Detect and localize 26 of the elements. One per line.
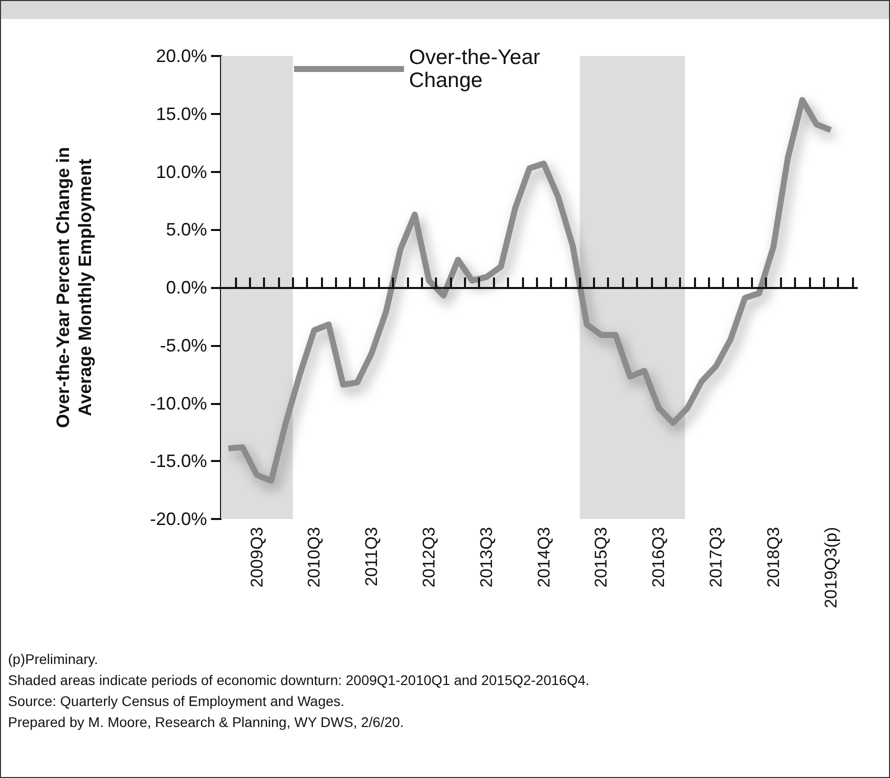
y-tick-label: -5.0% — [160, 335, 207, 356]
x-tick-label: 2019Q3(p) — [821, 527, 840, 608]
x-tick-label: 2009Q3 — [247, 527, 266, 588]
text: (p)Preliminary. — [8, 650, 99, 669]
y-tick-label: 10.0% — [156, 162, 207, 182]
x-tick-label: 2013Q3 — [476, 527, 496, 588]
y-axis-title: Over-the-Year Percent Change in Average Monthly Employment — [53, 146, 95, 428]
y-tick-label: -10.0% — [150, 393, 207, 414]
y-tick-label: 15.0% — [156, 104, 207, 124]
y-tick-label: 5.0% — [166, 220, 207, 240]
x-tick-label: 2011Q3 — [362, 527, 382, 586]
y-tick-label: -15.0% — [150, 451, 207, 472]
text: Shaded areas indicate periods of economic downturn: 2009Q1-2010Q1 and 2015Q2-2016Q4. — [8, 671, 590, 690]
text: Over-the-Year Change — [409, 46, 546, 92]
x-tick-label: 2010Q3 — [304, 527, 324, 588]
y-tick-label: 0.0% — [166, 278, 207, 298]
text: Prepared by M. Moore, Research & Planning, WY DWS, 2/6/20. — [8, 713, 405, 732]
x-tick-label: 2012Q3 — [420, 527, 439, 588]
y-tick-label: 20.0% — [156, 46, 207, 66]
x-tick-label: 2017Q3 — [706, 527, 726, 588]
x-tick-label: 2014Q3 — [534, 527, 554, 588]
x-tick-label: 2016Q3 — [649, 527, 668, 588]
y-tick-label: -20.0% — [150, 509, 207, 529]
x-tick-label: 2018Q3 — [764, 527, 783, 588]
source-note: Source: Quarterly Census of Employment and Wages. — [8, 692, 346, 711]
x-tick-label: 2015Q3 — [592, 527, 611, 588]
